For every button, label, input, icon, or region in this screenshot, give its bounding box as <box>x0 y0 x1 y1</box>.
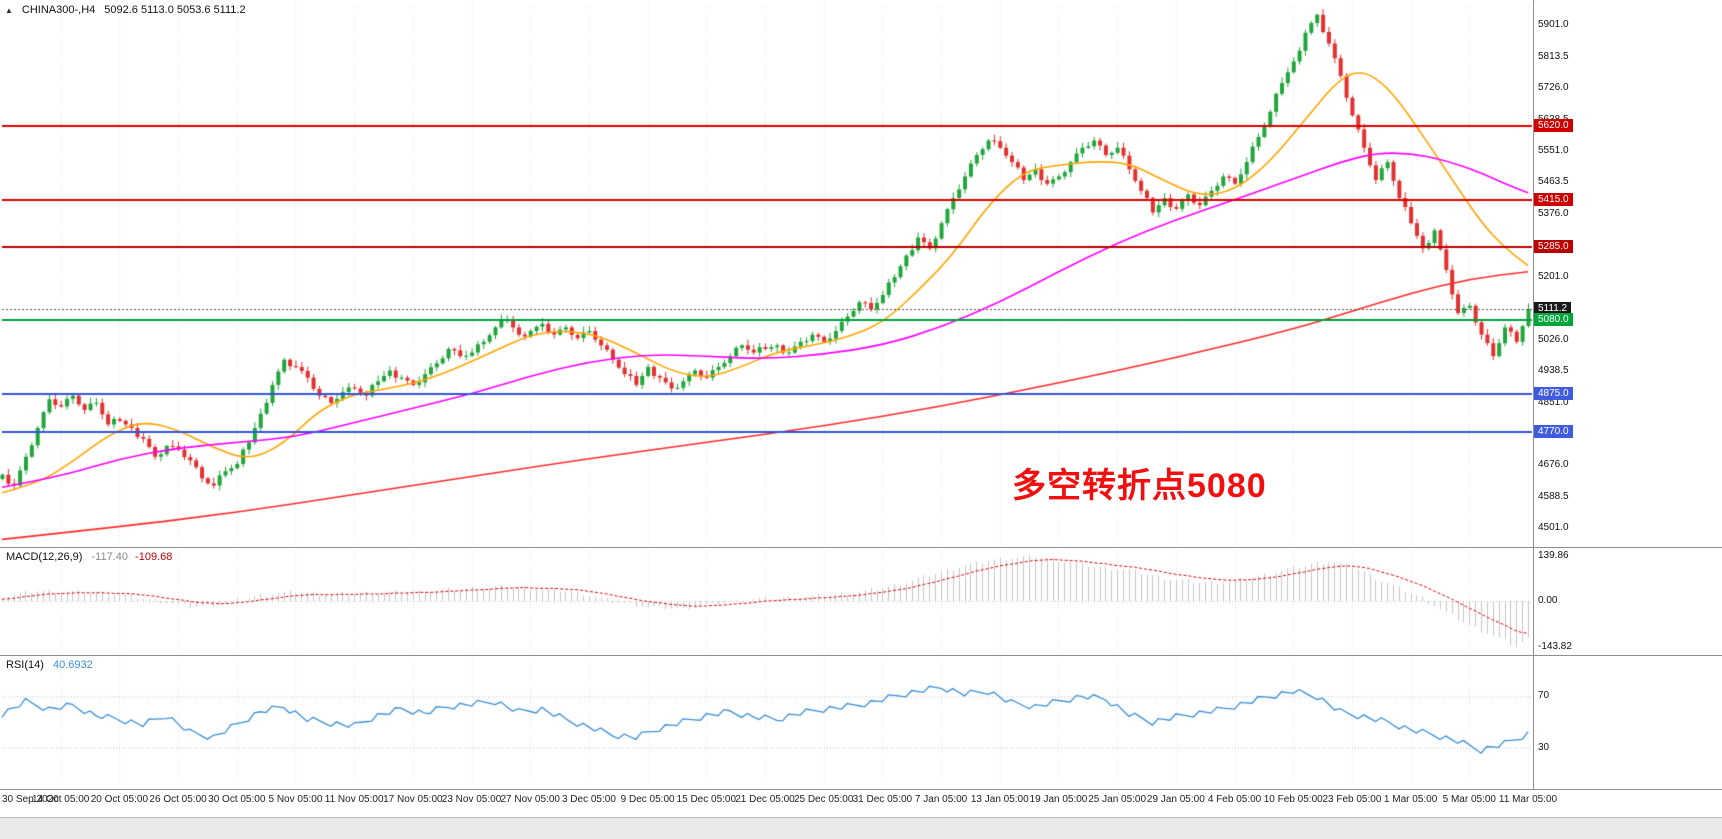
time-label: 25 Dec 05:00 <box>793 794 854 805</box>
time-label: 13 Jan 05:00 <box>970 794 1029 805</box>
price-tick-label: 4851.0 <box>1538 396 1569 408</box>
time-label: 4 Feb 05:00 <box>1207 794 1262 805</box>
price-badge-5415.0: 5415.0 <box>1534 192 1573 206</box>
rsi-header: RSI(14) 40.6932 <box>6 659 93 671</box>
price-badge-4875.0: 4875.0 <box>1534 386 1573 400</box>
price-badge-5285.0: 5285.0 <box>1534 239 1573 253</box>
rsi-axis-label: 70 <box>1538 690 1550 702</box>
price-axis-border[interactable] <box>1533 0 1534 790</box>
time-label: 14 Oct 05:00 <box>32 794 90 805</box>
panel-divider[interactable] <box>0 789 1722 790</box>
chart-header: ▲ CHINA300-,H4 5092.6 5113.0 5053.6 5111… <box>5 4 246 16</box>
time-label: 17 Nov 05:00 <box>383 794 443 805</box>
time-label: 25 Jan 05:00 <box>1088 794 1147 805</box>
price-tick-label: 5901.0 <box>1538 19 1569 31</box>
price-tick-label: 5463.5 <box>1538 176 1569 188</box>
price-tick-label: 5376.0 <box>1538 207 1569 219</box>
time-label: 5 Nov 05:00 <box>268 794 323 805</box>
time-label: 7 Jan 05:00 <box>914 794 968 805</box>
price-tick-label: 4501.0 <box>1538 522 1569 534</box>
price-tick-label: 5726.0 <box>1538 82 1569 94</box>
rsi-axis-label: 30 <box>1538 741 1550 753</box>
price-tick-label: 5813.5 <box>1538 50 1569 62</box>
macd-axis-label: -143.82 <box>1538 640 1572 652</box>
macd-header: MACD(12,26,9) -117.40 -109.68 <box>6 551 172 563</box>
price-badge-5111.2: 5111.2 <box>1534 302 1572 315</box>
time-label: 1 Mar 05:00 <box>1383 794 1438 805</box>
rsi-value: 40.6932 <box>52 659 93 671</box>
macd-title: MACD(12,26,9) <box>6 551 83 563</box>
rsi-title: RSI(14) <box>6 659 44 671</box>
macd-axis-label: 0.00 <box>1538 595 1558 606</box>
time-label: 21 Dec 05:00 <box>735 794 795 805</box>
time-label: 11 Nov 05:00 <box>324 794 384 805</box>
price-badge-4770.0: 4770.0 <box>1534 424 1573 438</box>
panel-divider[interactable] <box>0 655 1722 656</box>
time-label: 30 Sep 2020 <box>2 794 59 805</box>
price-tick-label: 5638.5 <box>1538 114 1569 125</box>
time-label: 29 Jan 05:00 <box>1146 794 1205 805</box>
price-tick-label: 4938.5 <box>1538 365 1569 377</box>
time-label: 5 Mar 05:00 <box>1442 794 1496 805</box>
time-label: 31 Dec 05:00 <box>852 794 913 805</box>
time-label: 19 Jan 05:00 <box>1029 794 1088 805</box>
price-tick-label: 5551.0 <box>1538 144 1569 156</box>
macd-value-signal: -109.68 <box>135 551 173 563</box>
time-label: 23 Feb 05:00 <box>1322 794 1382 805</box>
time-label: 30 Oct 05:00 <box>208 794 266 805</box>
macd-value-main: -117.40 <box>91 551 128 563</box>
price-badge-5620.0: 5620.0 <box>1534 119 1573 133</box>
price-tick-label: 4676.0 <box>1538 459 1569 471</box>
window-bottom-strip <box>0 817 1722 839</box>
time-label: 10 Feb 05:00 <box>1263 794 1323 805</box>
time-label: 3 Dec 05:00 <box>561 794 616 805</box>
panel-divider[interactable] <box>0 547 1722 548</box>
time-label: 20 Oct 05:00 <box>90 794 149 805</box>
chart-text-annotation[interactable]: 多空转折点5080 <box>1012 467 1267 505</box>
time-label: 15 Dec 05:00 <box>676 794 737 805</box>
macd-axis-label: 139.86 <box>1538 550 1569 562</box>
price-tick-label: 4588.5 <box>1538 490 1569 502</box>
price-badge-5080.0: 5080.0 <box>1534 313 1573 327</box>
price-tick-label: 5201.0 <box>1538 270 1569 282</box>
price-tick-label: 5026.0 <box>1538 333 1569 345</box>
time-label: 9 Dec 05:00 <box>620 794 675 805</box>
time-label: 26 Oct 05:00 <box>149 794 207 805</box>
ohlc-values: 5092.6 5113.0 5053.6 5111.2 <box>104 4 246 16</box>
symbol-timeframe-label: CHINA300-,H4 <box>21 4 96 16</box>
time-label: 11 Mar 05:00 <box>1498 794 1558 805</box>
time-label: 27 Nov 05:00 <box>500 794 560 805</box>
time-label: 23 Nov 05:00 <box>441 794 502 805</box>
symbol-marker-icon: ▲ <box>5 5 13 15</box>
